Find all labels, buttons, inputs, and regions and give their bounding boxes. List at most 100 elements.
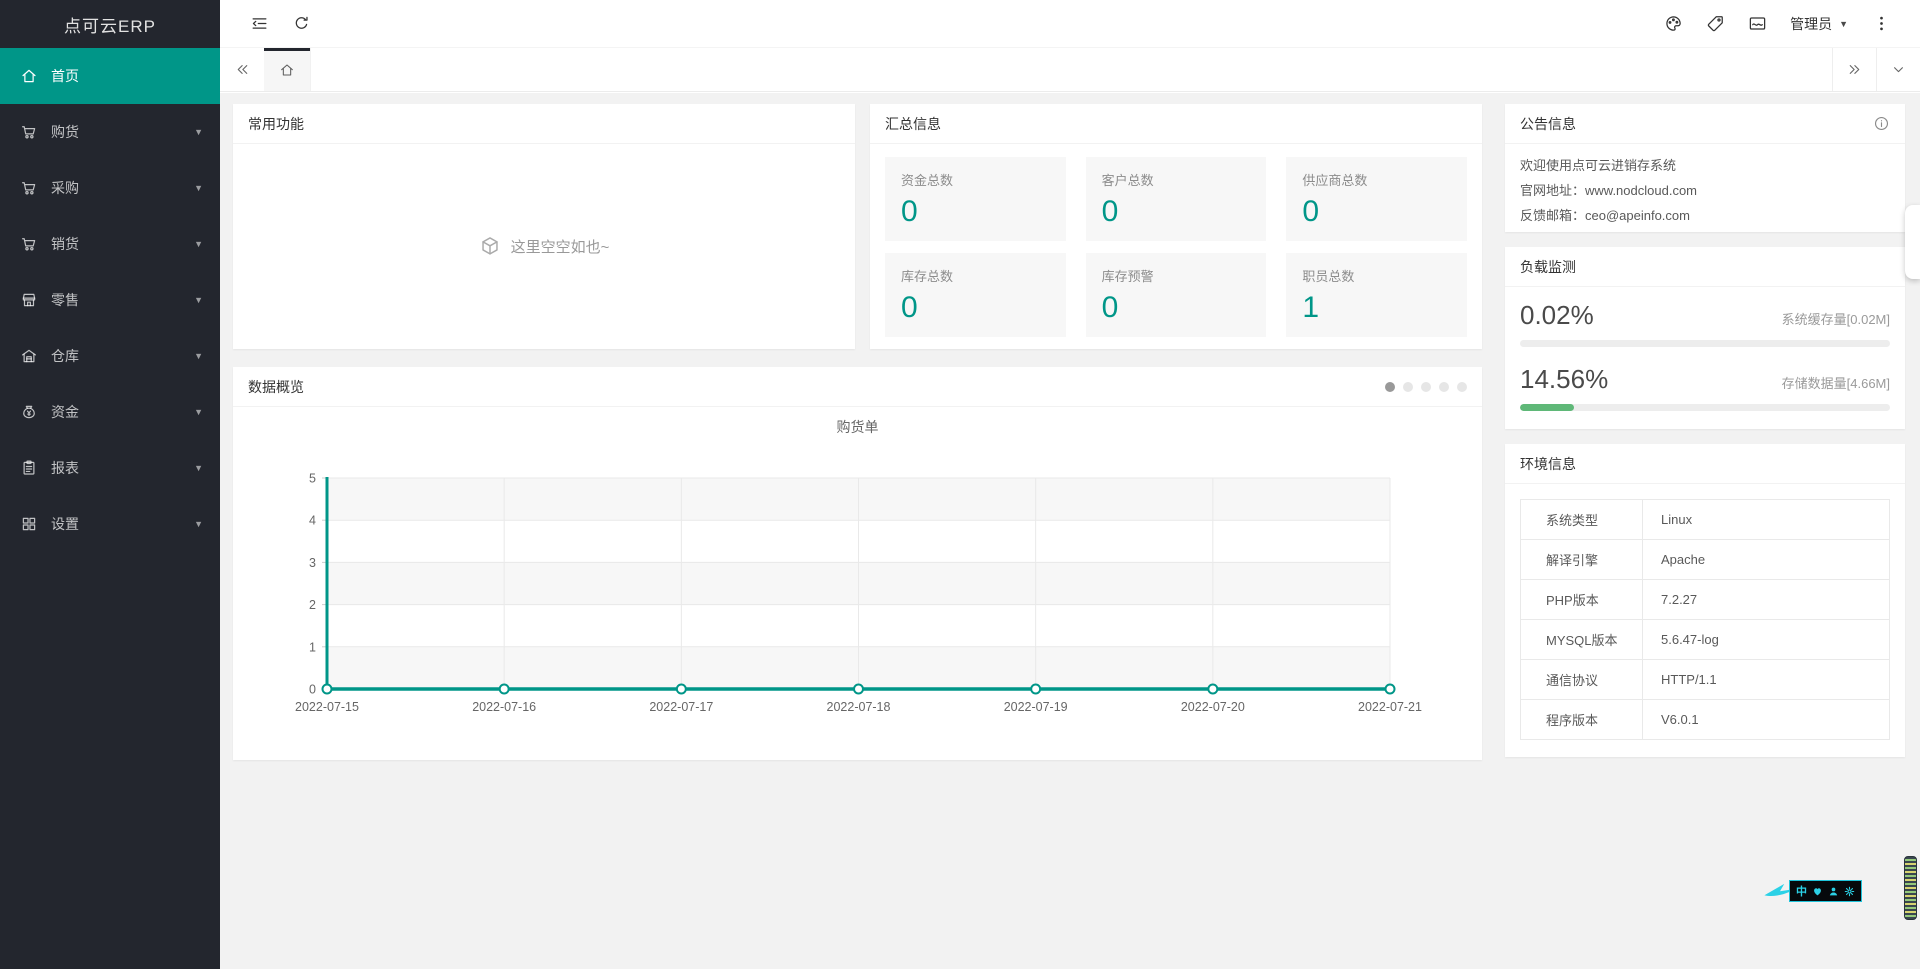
extension-mini-bar[interactable] — [1904, 856, 1917, 920]
extension-badge[interactable]: 中 — [1763, 879, 1862, 903]
tag-icon — [1706, 14, 1725, 33]
env-key: MYSQL版本 — [1520, 619, 1643, 660]
sidebar-item-home[interactable]: 首页 — [0, 48, 220, 104]
outdent-icon — [250, 14, 269, 33]
sidebar-item-sale[interactable]: 销货 ▼ — [0, 216, 220, 272]
sidebar-item-label: 购货 — [51, 124, 79, 140]
meter-percent: 14.56% — [1520, 364, 1609, 394]
tag-button[interactable] — [1694, 0, 1736, 48]
card-env-header: 环境信息 — [1505, 444, 1905, 484]
app-logo: 点可云ERP — [64, 16, 156, 36]
tabs-menu-button[interactable] — [1876, 48, 1920, 91]
summary-value: 0 — [1101, 291, 1119, 324]
meter-label: 存储数据量[4.66M] — [1781, 376, 1890, 391]
card-environment: 环境信息 系统类型 Linux 解译引擎 Apache PHP版本 7.2.27 MYSQL… — [1505, 444, 1905, 757]
empty-state: 这里空空如也~ — [233, 144, 855, 348]
shop-icon — [20, 291, 38, 309]
card-overview-header: 数据概览 — [233, 367, 1482, 407]
sidebar-item-purchase[interactable]: 购货 ▼ — [0, 104, 220, 160]
env-key: 程序版本 — [1520, 699, 1643, 740]
carousel-dot-1[interactable] — [1385, 381, 1395, 392]
summary-card: 库存总数 0 — [885, 253, 1066, 337]
caret-down-icon: ▼ — [194, 407, 203, 417]
caret-down-icon: ▼ — [194, 351, 203, 361]
svg-text:2022-07-21: 2022-07-21 — [1358, 700, 1422, 714]
overview-chart: 0 1 2 3 4 5 2022-07-15 2022-07-16 2022-07-17 2022… — [295, 472, 1422, 715]
svg-text:3: 3 — [309, 556, 316, 570]
sidebar-item-funds[interactable]: 资金 ▼ — [0, 384, 220, 440]
cart-icon — [20, 179, 38, 197]
tab-home[interactable] — [264, 48, 311, 91]
card-title: 汇总信息 — [885, 115, 941, 132]
dashboard-content: 常用功能 这里空空如也~ 汇总信息 资金总数 0 客户总数 0 供应商总数 0 库存总数 0 库… — [220, 93, 1920, 969]
more-menu-button[interactable] — [1860, 0, 1902, 48]
scrollbar-thumb[interactable] — [1905, 205, 1920, 279]
chart-title: 购货单 — [836, 419, 879, 435]
card-title: 常用功能 — [248, 115, 304, 132]
caret-down-icon: ▼ — [194, 519, 203, 529]
summary-label: 资金总数 — [901, 173, 954, 188]
cart-icon — [20, 123, 38, 141]
env-row: MYSQL版本 5.6.47-log — [1520, 619, 1890, 660]
carousel-dots — [1385, 381, 1467, 392]
card-common-header: 常用功能 — [233, 104, 855, 144]
env-key: 系统类型 — [1520, 499, 1643, 540]
card-button[interactable] — [1736, 0, 1778, 48]
sidebar-item-label: 设置 — [51, 516, 79, 532]
sidebar-item-procure[interactable]: 采购 ▼ — [0, 160, 220, 216]
tab-strip — [311, 48, 1832, 91]
gear-icon — [1844, 886, 1855, 897]
sidebar-item-warehouse[interactable]: 仓库 ▼ — [0, 328, 220, 384]
progress-bar — [1520, 404, 1890, 411]
notice-line: 欢迎使用点可云进销存系统 — [1520, 158, 1677, 173]
card-load-header: 负载监测 — [1505, 247, 1905, 287]
sidebar-item-report[interactable]: 报表 ▼ — [0, 440, 220, 496]
more-vert-icon — [1872, 14, 1891, 33]
sidebar-item-label: 报表 — [51, 460, 79, 476]
info-button[interactable] — [1873, 115, 1890, 132]
card-data-overview: 数据概览 购货单 0 1 2 3 4 5 2022-07-15 2022-07-16 2022-… — [233, 367, 1482, 760]
svg-text:2: 2 — [309, 598, 316, 612]
person-icon — [1828, 886, 1839, 897]
palette-icon — [1664, 14, 1683, 33]
svg-text:2022-07-18: 2022-07-18 — [827, 700, 891, 714]
tab-bar — [220, 48, 1920, 92]
refresh-button[interactable] — [280, 0, 322, 48]
report-icon — [20, 459, 38, 477]
env-table: 系统类型 Linux 解译引擎 Apache PHP版本 7.2.27 MYSQL版本 5.6… — [1520, 499, 1890, 740]
caret-down-icon: ▼ — [194, 239, 203, 249]
env-row: 程序版本 V6.0.1 — [1520, 699, 1890, 740]
progress-bar — [1520, 340, 1890, 347]
carousel-dot-2[interactable] — [1403, 381, 1413, 392]
navbar-right: 管理员 ▼ — [1652, 0, 1902, 48]
carousel-dot-5[interactable] — [1457, 381, 1467, 392]
svg-text:2022-07-15: 2022-07-15 — [295, 700, 359, 714]
zh-glyph: 中 — [1796, 886, 1807, 898]
summary-card: 客户总数 0 — [1085, 157, 1267, 241]
tabs-scroll-right-button[interactable] — [1832, 48, 1876, 91]
sidebar-item-retail[interactable]: 零售 ▼ — [0, 272, 220, 328]
theme-button[interactable] — [1652, 0, 1694, 48]
summary-value: 0 — [1101, 195, 1119, 228]
user-menu[interactable]: 管理员 ▼ — [1778, 0, 1860, 48]
summary-label: 职员总数 — [1302, 269, 1355, 284]
card-title: 公告信息 — [1520, 115, 1576, 132]
tabs-scroll-left-button[interactable] — [220, 48, 264, 91]
summary-card: 职员总数 1 — [1286, 253, 1467, 337]
cart-icon — [20, 235, 38, 253]
env-row: 系统类型 Linux — [1520, 499, 1890, 540]
id-card-icon — [1748, 14, 1767, 33]
sidebar-collapse-button[interactable] — [238, 0, 280, 48]
card-title: 数据概览 — [248, 378, 304, 395]
sidebar-item-label: 销货 — [51, 236, 79, 252]
sidebar-item-label: 资金 — [51, 404, 79, 420]
progress-fill — [1520, 404, 1574, 411]
card-title: 环境信息 — [1520, 455, 1576, 472]
chevron-double-left-icon — [234, 61, 251, 78]
home-icon — [20, 67, 38, 85]
sidebar-item-settings[interactable]: 设置 ▼ — [0, 496, 220, 552]
carousel-dot-3[interactable] — [1421, 381, 1431, 392]
carousel-dot-4[interactable] — [1439, 381, 1449, 392]
caret-down-icon: ▼ — [1839, 18, 1848, 29]
env-value: 7.2.27 — [1642, 579, 1890, 620]
